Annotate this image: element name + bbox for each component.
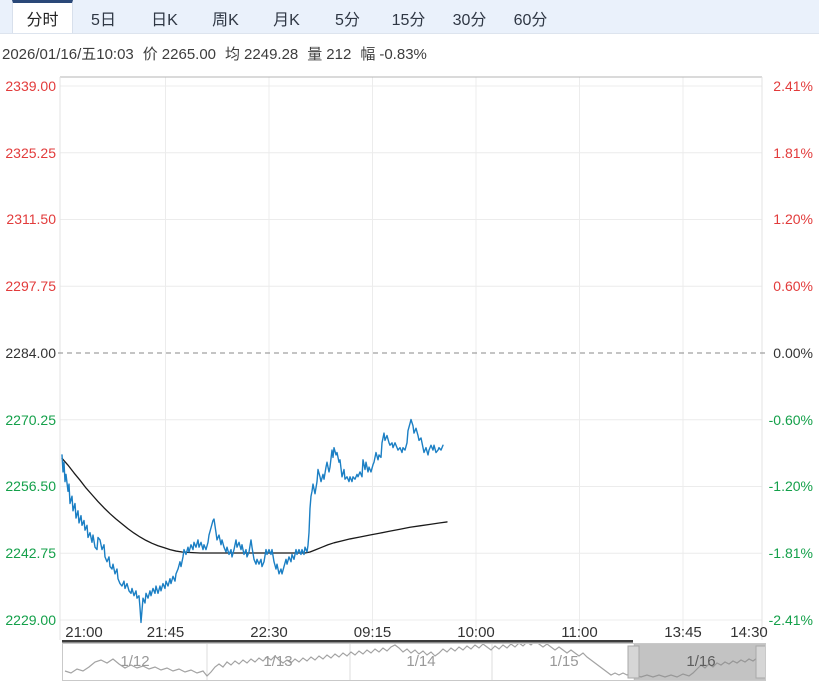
time-tick: 22:30	[250, 624, 288, 641]
nav-date: 1/12	[120, 653, 150, 670]
percent-tick: -2.41%	[768, 612, 813, 628]
navigator-handle-left[interactable]	[627, 645, 640, 679]
percent-tick: 1.81%	[773, 145, 813, 161]
average-line	[61, 457, 448, 554]
navigator-canvas[interactable]	[63, 644, 765, 680]
percent-tick: 1.20%	[773, 211, 813, 227]
price-tick: 2339.00	[5, 78, 56, 94]
nav-date: 1/14	[406, 653, 436, 670]
price-tick: 2270.25	[5, 412, 56, 428]
navigator-handle-right[interactable]	[755, 645, 765, 679]
tab-5day[interactable]: 5日	[91, 12, 116, 29]
percent-tick: 2.41%	[773, 78, 813, 94]
tab-daily[interactable]: 日K	[151, 12, 178, 29]
quote-price: 价 2265.00	[142, 45, 217, 63]
time-tick: 14:30	[730, 624, 768, 641]
percent-tick-zero: 0.00%	[773, 345, 813, 361]
time-tick: 10:00	[457, 624, 495, 641]
quote-change: 幅 -0.83%	[360, 45, 427, 63]
tab-60min[interactable]: 60分	[513, 12, 548, 29]
time-tick: 11:00	[561, 624, 598, 641]
nav-date-selected: 1/16	[686, 653, 716, 670]
tab-monthly[interactable]: 月K	[273, 12, 300, 29]
price-tick-prevclose: 2284.00	[5, 345, 56, 361]
nav-date: 1/13	[263, 653, 293, 670]
price-line	[61, 418, 444, 624]
tab-15min[interactable]: 15分	[391, 12, 426, 29]
price-tick: 2256.50	[5, 478, 56, 494]
time-tick: 09:15	[353, 624, 392, 641]
time-tick: 21:00	[65, 624, 103, 641]
time-tick: 21:45	[146, 624, 185, 641]
quote-datetime: 2026/01/16/五10:03	[2, 45, 134, 63]
tab-intraday[interactable]: 分时	[12, 0, 73, 33]
percent-tick: -1.81%	[768, 545, 813, 561]
quote-average: 均 2249.28	[225, 45, 299, 63]
tab-30min[interactable]: 30分	[452, 12, 487, 29]
nav-date: 1/15	[549, 653, 579, 670]
time-tick: 13:45	[664, 624, 702, 641]
percent-tick: -0.60%	[768, 412, 813, 428]
price-tick: 2297.75	[5, 278, 56, 294]
quote-volume: 量 212	[307, 45, 352, 63]
price-tick: 2325.25	[5, 145, 56, 161]
period-tabbar: 分时 5日 日K 周K 月K 5分 15分 30分 60分	[0, 0, 819, 34]
date-navigator[interactable]: 1/12 1/13 1/14 1/15 1/16	[62, 643, 766, 681]
tab-5min[interactable]: 5分	[335, 12, 360, 29]
tab-weekly[interactable]: 周K	[212, 12, 239, 29]
navigator-selection[interactable]	[634, 644, 765, 680]
percent-tick: -1.20%	[768, 478, 813, 494]
price-tick: 2229.00	[5, 612, 56, 628]
price-tick: 2242.75	[5, 545, 56, 561]
percent-tick: 0.60%	[773, 278, 813, 294]
quote-info-bar: 2026/01/16/五10:03 价 2265.00 均 2249.28 量 212…	[2, 42, 436, 64]
price-tick: 2311.50	[6, 211, 56, 227]
navigator-axis-bar	[62, 640, 633, 643]
